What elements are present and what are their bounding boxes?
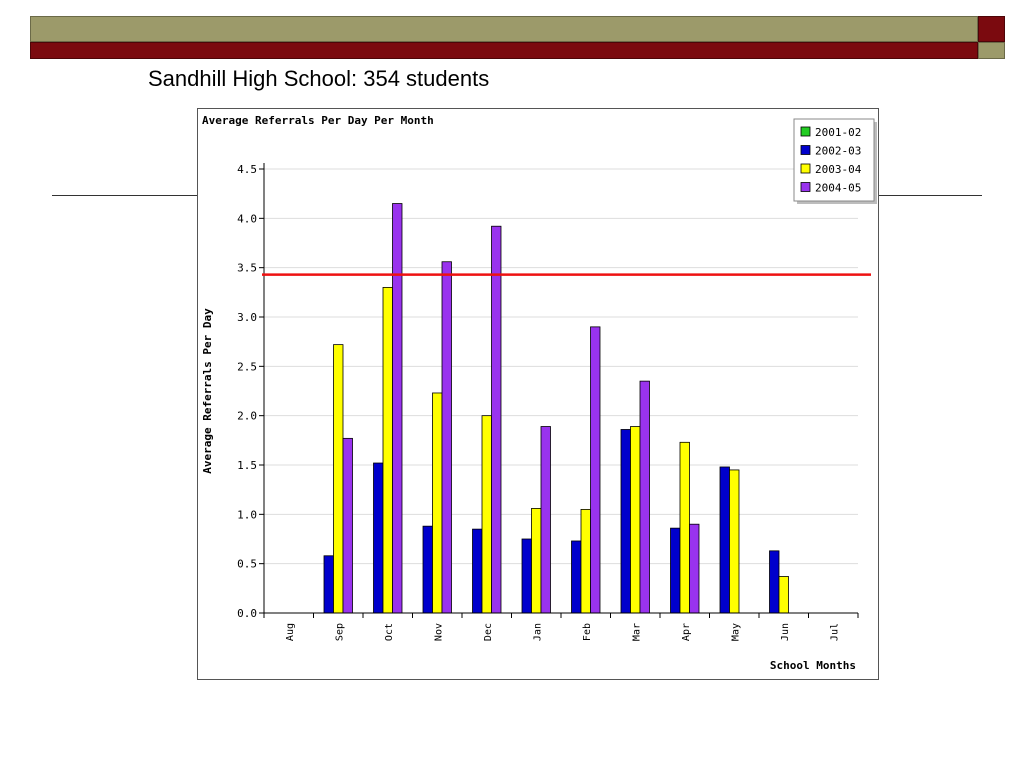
bar-2004-05-Dec <box>491 225 502 614</box>
y-tick-label: 4.5 <box>237 163 257 176</box>
bar-2004-05-Feb <box>590 326 601 614</box>
bar-2003-04-Jun <box>778 576 789 614</box>
bar-2004-05-Jan <box>540 426 551 614</box>
bar-2003-04-May <box>729 469 740 614</box>
header-band-maroon <box>30 42 978 59</box>
bar-2004-05-Oct <box>392 203 403 614</box>
y-tick-label: 4.0 <box>237 212 257 225</box>
x-tick-label: Aug <box>285 623 296 641</box>
y-tick-label: 3.5 <box>237 262 257 275</box>
bar-2004-05-Sep <box>342 437 353 614</box>
x-tick-label: Oct <box>384 623 395 641</box>
chart-panel: Average Referrals Per Day Per Month Scho… <box>197 108 879 680</box>
bar-2003-04-Sep <box>333 344 344 614</box>
x-tick-label: May <box>730 623 741 641</box>
bar-2002-03-May <box>719 466 730 614</box>
bar-chart: Average Referrals Per Day Per Month Scho… <box>201 114 877 672</box>
chart-title: Average Referrals Per Day Per Month <box>202 114 434 127</box>
bar-2003-04-Mar <box>630 426 641 614</box>
legend-label: 2001-02 <box>815 126 861 139</box>
y-axis-label: Average Referrals Per Day <box>201 308 214 474</box>
divider-line-right <box>879 195 982 196</box>
bar-2002-03-Oct <box>373 462 384 614</box>
x-tick-label: Jan <box>532 623 543 641</box>
legend-swatch-2002-03 <box>800 145 811 155</box>
y-tick-label: 2.0 <box>237 410 257 423</box>
y-tick-label: 2.5 <box>237 360 257 373</box>
slide-title: Sandhill High School: 354 students <box>148 66 490 91</box>
x-tick-label: Feb <box>582 623 593 641</box>
bar-2002-03-Feb <box>571 540 582 614</box>
legend-label: 2004-05 <box>815 182 861 195</box>
axes: 0.0 0.5 1.0 1.5 2.0 2.5 3.0 3.5 4.0 4.5 Aug Sep Oct N… <box>237 163 859 641</box>
header-square-maroon <box>978 16 1005 42</box>
legend-swatch-2004-05 <box>800 182 811 192</box>
y-tick-label: 0.5 <box>237 558 257 571</box>
bar-2004-05-Nov <box>441 261 452 614</box>
x-tick-label: Nov <box>433 623 444 641</box>
x-tick-label: Jul <box>829 623 840 641</box>
y-tick-label: 1.0 <box>237 508 257 521</box>
y-tick-label: 1.5 <box>237 459 257 472</box>
legend: 2001-02 2002-03 2003-04 2004-05 <box>793 118 877 204</box>
legend-label: 2002-03 <box>815 145 861 158</box>
bar-2003-04-Feb <box>580 508 591 614</box>
legend-swatch-2001-02 <box>800 126 811 137</box>
bar-2002-03-Nov <box>422 525 433 614</box>
bar-2002-03-Sep <box>323 555 334 614</box>
y-tick-label: 0.0 <box>237 607 257 620</box>
y-tick-label: 3.0 <box>237 311 257 324</box>
bar-2002-03-Jun <box>769 550 780 614</box>
x-tick-label: Dec <box>483 623 494 641</box>
bar-2002-03-Apr <box>670 527 681 614</box>
x-axis-label: School Months <box>770 659 856 672</box>
legend-label: 2003-04 <box>815 163 862 176</box>
x-tick-label: Jun <box>780 623 791 641</box>
bar-2004-05-Mar <box>639 380 650 614</box>
legend-swatch-2003-04 <box>800 163 811 174</box>
bar-2002-03-Dec <box>472 528 483 614</box>
bar-2003-04-Apr <box>679 441 690 614</box>
bar-2004-05-Apr <box>689 523 700 614</box>
bar-2003-04-Jan <box>531 508 542 614</box>
bar-2003-04-Dec <box>481 415 492 614</box>
x-tick-label: Apr <box>681 623 692 641</box>
divider-line-left <box>52 195 198 196</box>
header-square-olive <box>978 42 1005 59</box>
bar-2003-04-Oct <box>382 286 393 614</box>
header-band-olive <box>30 16 978 42</box>
bars <box>323 203 789 614</box>
x-tick-label: Sep <box>334 623 345 641</box>
bar-2003-04-Nov <box>432 392 443 614</box>
bar-2002-03-Mar <box>620 429 631 614</box>
x-tick-label: Mar <box>631 623 642 641</box>
bar-2002-03-Jan <box>521 538 532 614</box>
gridlines <box>264 168 858 565</box>
